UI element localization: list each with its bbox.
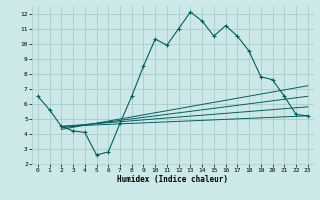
X-axis label: Humidex (Indice chaleur): Humidex (Indice chaleur) xyxy=(117,175,228,184)
